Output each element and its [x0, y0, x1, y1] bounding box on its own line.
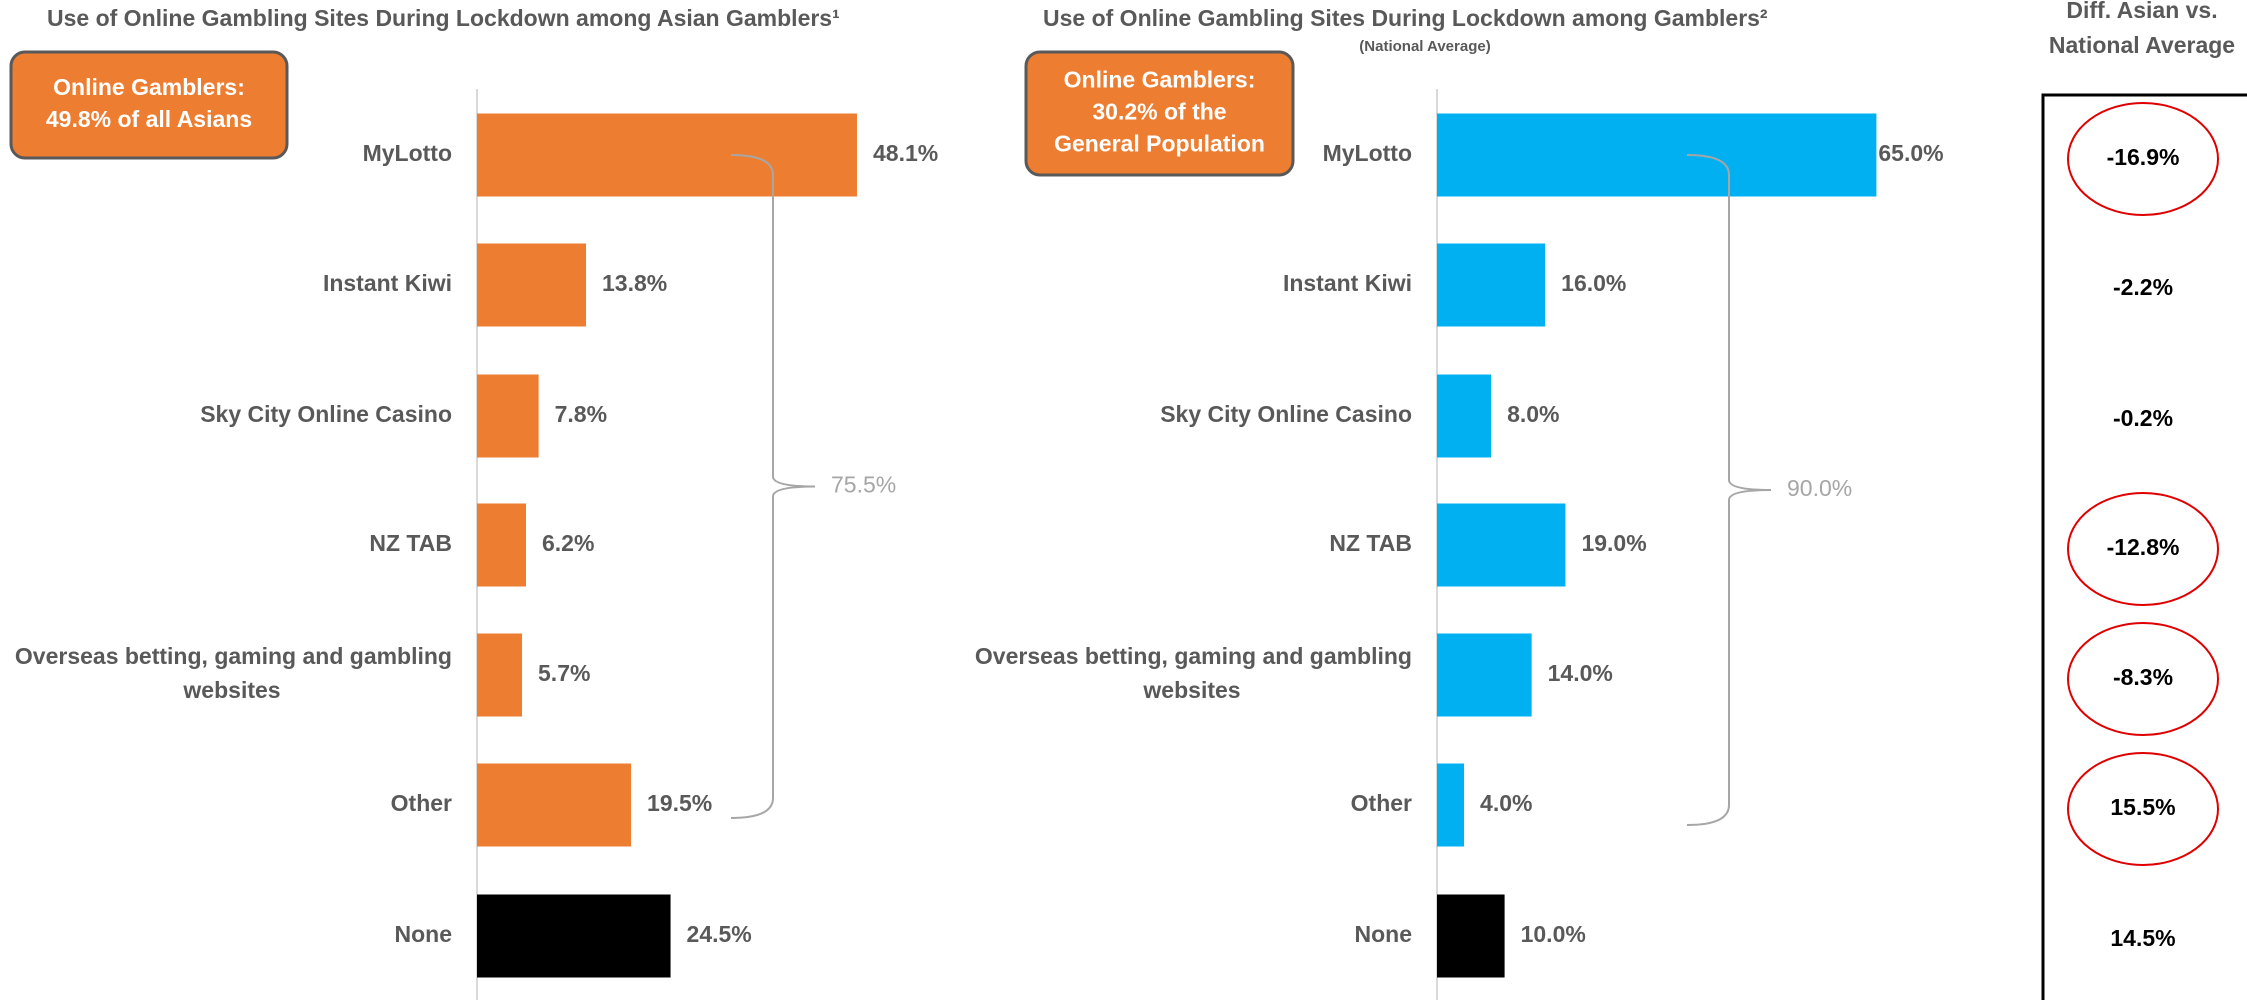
- bar: [1437, 374, 1492, 458]
- value-label: 6.2%: [542, 530, 594, 556]
- value-label: 48.1%: [873, 140, 938, 166]
- chart-title: Use of Online Gambling Sites During Lock…: [47, 5, 840, 31]
- bracket: [730, 154, 816, 819]
- callout-text: 30.2% of the: [1092, 99, 1226, 125]
- bar: [477, 763, 632, 847]
- diff-value: -0.2%: [2113, 405, 2173, 431]
- category-label: MyLotto: [1323, 140, 1412, 166]
- highlight-circle: [2067, 622, 2219, 736]
- diff-title: Diff. Asian vs.: [2066, 0, 2217, 23]
- chart-subtitle: (National Average): [1359, 38, 1490, 55]
- bar: [477, 503, 526, 587]
- bar: [1437, 894, 1505, 978]
- category-label: NZ TAB: [1329, 530, 1412, 556]
- diff-value: 14.5%: [2110, 925, 2175, 951]
- value-label: 5.7%: [538, 660, 590, 686]
- bar: [477, 374, 539, 458]
- bar: [477, 894, 671, 978]
- category-label: Sky City Online Casino: [1160, 401, 1412, 427]
- callout-text: Online Gamblers:: [53, 74, 245, 100]
- diff-box: [2041, 93, 2247, 1000]
- highlight-circle: [2067, 752, 2219, 866]
- value-label: 10.0%: [1521, 921, 1586, 947]
- diff-value: 15.5%: [2110, 794, 2175, 820]
- diff-value: -12.8%: [2107, 534, 2180, 560]
- bracket-label: 75.5%: [831, 472, 896, 498]
- category-label: Overseas betting, gaming and gambling web…: [975, 643, 1412, 703]
- diff-value: -16.9%: [2107, 144, 2180, 170]
- bar: [477, 243, 587, 327]
- category-label: Instant Kiwi: [1283, 270, 1412, 296]
- value-label: 14.0%: [1548, 660, 1613, 686]
- value-label: 24.5%: [687, 921, 752, 947]
- callout-text: Online Gamblers:: [1064, 67, 1256, 93]
- callout-text: 49.8% of all Asians: [46, 106, 252, 132]
- diff-title: National Average: [2049, 32, 2235, 58]
- highlight-circle: [2067, 102, 2219, 216]
- bar: [1437, 243, 1546, 327]
- highlight-circle: [2067, 492, 2219, 606]
- chart-title: Use of Online Gambling Sites During Lock…: [1043, 5, 1768, 31]
- category-label: Instant Kiwi: [323, 270, 452, 296]
- category-label: MyLotto: [363, 140, 452, 166]
- bar: [1437, 503, 1566, 587]
- category-label: None: [1355, 921, 1413, 947]
- value-label: 16.0%: [1561, 270, 1626, 296]
- value-label: 19.5%: [647, 790, 712, 816]
- callout-box: [1024, 50, 1295, 177]
- value-label: 13.8%: [602, 270, 667, 296]
- bar: [1437, 763, 1465, 847]
- category-label: Other: [391, 790, 452, 816]
- category-label: Sky City Online Casino: [200, 401, 452, 427]
- category-label: Overseas betting, gaming and gambling web…: [15, 643, 452, 703]
- diff-value: -8.3%: [2113, 664, 2173, 690]
- category-label: NZ TAB: [369, 530, 452, 556]
- bar: [1437, 633, 1532, 717]
- bracket: [1686, 154, 1772, 826]
- diff-value: -2.2%: [2113, 274, 2173, 300]
- value-label: 65.0%: [1878, 140, 1943, 166]
- category-label: Other: [1351, 790, 1412, 816]
- bracket-label: 90.0%: [1787, 475, 1852, 501]
- bar: [477, 113, 857, 197]
- callout-box: [9, 50, 289, 160]
- category-label: None: [395, 921, 453, 947]
- bar: [477, 633, 523, 717]
- bar: [1437, 113, 1877, 197]
- value-label: 4.0%: [1480, 790, 1532, 816]
- value-label: 8.0%: [1507, 401, 1559, 427]
- value-label: 7.8%: [555, 401, 607, 427]
- callout-text: General Population: [1054, 131, 1265, 157]
- value-label: 19.0%: [1581, 530, 1646, 556]
